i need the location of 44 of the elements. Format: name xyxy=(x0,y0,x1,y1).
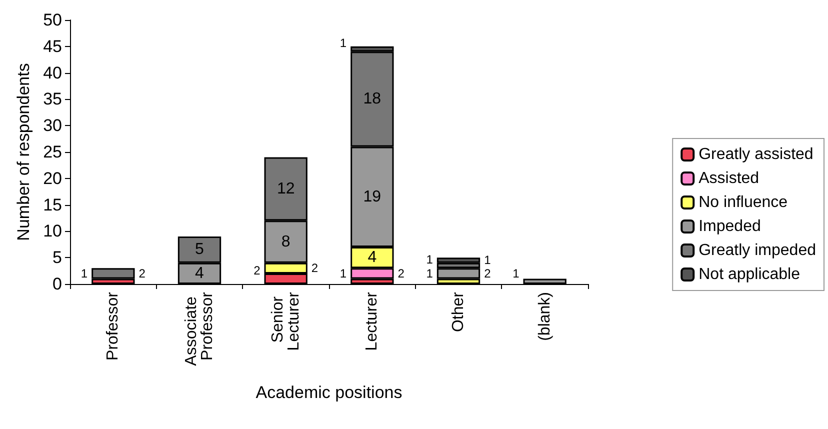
x-tick-label: Associate Professor xyxy=(183,291,216,366)
y-tick-label: 50 xyxy=(43,10,62,30)
y-tick-label: 45 xyxy=(43,36,62,56)
data-label: 1 xyxy=(426,252,434,267)
legend-label: Greatly assisted xyxy=(698,146,814,163)
legend-label: No influence xyxy=(698,194,788,211)
data-label: 2 xyxy=(311,261,318,276)
data-label: 8 xyxy=(281,233,290,250)
legend-label: Assisted xyxy=(698,170,760,187)
legend-label: Not applicable xyxy=(698,266,800,283)
data-label: 5 xyxy=(195,241,204,258)
y-tick-label: 35 xyxy=(43,90,62,109)
data-label: 18 xyxy=(363,90,382,108)
x-axis-title: Academic positions xyxy=(256,383,402,402)
y-tick-label: 30 xyxy=(43,116,62,136)
data-label: 1 xyxy=(340,266,347,280)
data-label: 1 xyxy=(340,36,347,50)
x-tick-label: Other xyxy=(450,291,467,332)
data-label: 1 xyxy=(512,266,520,280)
x-tick-label: Senior Lecturer xyxy=(269,291,302,351)
data-label: 4 xyxy=(195,264,204,282)
data-label: 4 xyxy=(368,249,377,266)
data-label: 2 xyxy=(254,264,261,278)
y-tick-label: 0 xyxy=(52,274,62,294)
x-tick-label: Lecturer xyxy=(364,291,381,351)
legend-label: Impeded xyxy=(698,218,761,235)
data-label: 1 xyxy=(484,253,492,268)
legend-label: Greatly impeded xyxy=(698,242,816,259)
y-tick-label: 15 xyxy=(43,195,62,214)
y-axis-title: Number of respondents xyxy=(14,63,33,241)
x-tick-label: Professor xyxy=(104,291,122,360)
y-tick-label: 40 xyxy=(43,63,62,82)
data-label: 12 xyxy=(276,180,295,198)
data-label: 2 xyxy=(484,266,492,280)
x-tick-label: (blank) xyxy=(536,292,554,341)
data-label: 1 xyxy=(426,266,434,280)
y-tick-label: 10 xyxy=(43,222,62,241)
y-tick-label: 5 xyxy=(52,248,62,268)
data-label: 2 xyxy=(398,266,405,280)
data-label: 1 xyxy=(80,266,88,280)
y-tick-label: 20 xyxy=(43,168,62,188)
y-tick-label: 25 xyxy=(43,142,62,162)
data-label: 2 xyxy=(138,266,146,280)
data-label: 19 xyxy=(363,188,382,206)
